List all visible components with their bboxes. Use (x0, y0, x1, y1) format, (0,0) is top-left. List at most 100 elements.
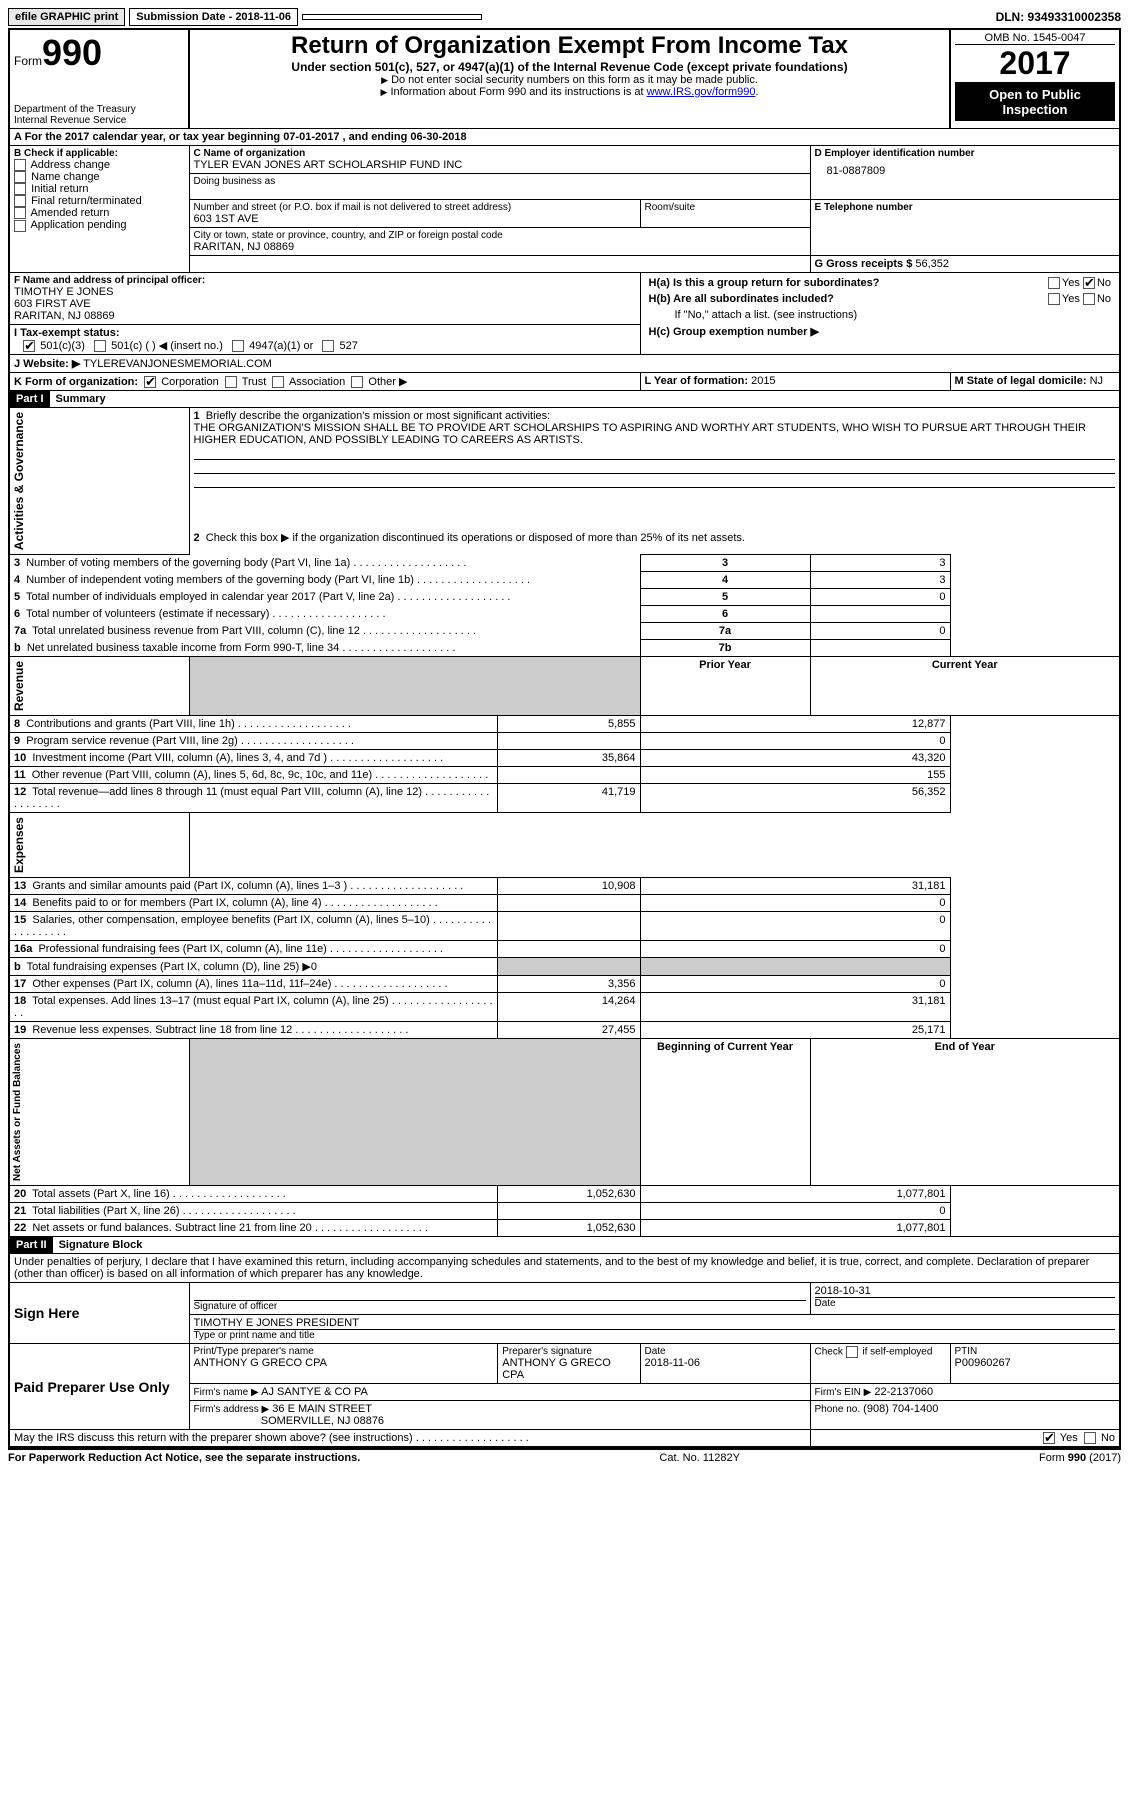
state-domicile: NJ (1090, 375, 1103, 387)
chk-discuss-yes[interactable] (1043, 1432, 1055, 1444)
efile-badge: efile GRAPHIC print (8, 8, 125, 26)
firm-ein-lbl: Firm's EIN ▶ (815, 1387, 872, 1398)
form-table: Form990 Department of the Treasury Inter… (8, 28, 1121, 1448)
officer-addr1: 603 FIRST AVE (14, 298, 636, 310)
dept-treasury: Department of the Treasury (14, 104, 184, 115)
section-l-lbl: L Year of formation: (645, 375, 749, 387)
city-lbl: City or town, state or province, country… (194, 230, 806, 241)
sign-here-label: Sign Here (9, 1283, 189, 1344)
form-label: Form (14, 54, 42, 68)
vert-net-assets: Net Assets or Fund Balances (10, 1039, 25, 1185)
chk-pending[interactable] (14, 220, 26, 232)
open-to-public: Open to Public Inspection (955, 83, 1115, 121)
firm-ein: 22-2137060 (874, 1386, 933, 1398)
line2-label: Check this box ▶ if the organization dis… (206, 532, 745, 544)
chk-4947[interactable] (232, 340, 244, 352)
section-f-lbl: F Name and address of principal officer: (14, 275, 636, 286)
footer-pra: For Paperwork Reduction Act Notice, see … (8, 1452, 360, 1464)
spacer-badge (302, 14, 482, 20)
chk-final-return[interactable] (14, 195, 26, 207)
vert-governance: Activities & Governance (10, 408, 28, 554)
chk-self-employed[interactable] (846, 1346, 858, 1358)
chk-hb-no[interactable] (1083, 293, 1095, 305)
footer-form: Form 990 (2017) (1039, 1452, 1121, 1464)
chk-501c3[interactable] (23, 340, 35, 352)
net-assets-row: 22 Net assets or fund balances. Subtract… (9, 1220, 1120, 1237)
chk-initial-return[interactable] (14, 183, 26, 195)
discuss-label: May the IRS discuss this return with the… (14, 1432, 413, 1444)
chk-address-change[interactable] (14, 159, 26, 171)
chk-527[interactable] (322, 340, 334, 352)
chk-ha-yes[interactable] (1048, 277, 1060, 289)
gov-row: 3 Number of voting members of the govern… (9, 555, 1120, 572)
footer-cat: Cat. No. 11282Y (659, 1452, 740, 1464)
col-prior: Prior Year (640, 657, 810, 716)
gov-row: 7a Total unrelated business revenue from… (9, 623, 1120, 640)
firm-city: SOMERVILLE, NJ 08876 (261, 1415, 384, 1427)
firm-addr-lbl: Firm's address ▶ (194, 1404, 270, 1415)
instr-1: Do not enter social security numbers on … (391, 74, 758, 86)
chk-trust[interactable] (225, 376, 237, 388)
phone-val: (908) 704-1400 (863, 1403, 938, 1415)
org-name: TYLER EVAN JONES ART SCHOLARSHIP FUND IN… (194, 159, 806, 171)
addr-lbl: Number and street (or P.O. box if mail i… (194, 202, 636, 213)
mission-text: THE ORGANIZATION'S MISSION SHALL BE TO P… (194, 422, 1086, 446)
dba-lbl: Doing business as (194, 176, 806, 187)
section-a: A For the 2017 calendar year, or tax yea… (9, 129, 1120, 146)
prep-name: ANTHONY G GRECO CPA (194, 1357, 494, 1369)
section-m-lbl: M State of legal domicile: (955, 375, 1087, 387)
chk-501c[interactable] (94, 340, 106, 352)
form-title: Return of Organization Exempt From Incom… (194, 32, 945, 60)
expense-row: 16a Professional fundraising fees (Part … (9, 941, 1120, 958)
prep-sig: ANTHONY G GRECO CPA (502, 1357, 635, 1381)
form-number: 990 (42, 32, 102, 73)
irs-label: Internal Revenue Service (14, 115, 184, 126)
chk-ha-no[interactable] (1083, 277, 1095, 289)
section-j-lbl: J Website: ▶ (14, 358, 80, 370)
officer-name: TIMOTHY E JONES (14, 286, 636, 298)
expense-row: 15 Salaries, other compensation, employe… (9, 912, 1120, 941)
net-assets-row: 21 Total liabilities (Part X, line 26) 0 (9, 1203, 1120, 1220)
sig-officer-lbl: Signature of officer (194, 1301, 806, 1312)
section-e-lbl: E Telephone number (815, 202, 1116, 213)
section-b-label: B Check if applicable: (14, 148, 185, 159)
gov-row: 6 Total number of volunteers (estimate i… (9, 606, 1120, 623)
expense-row: 17 Other expenses (Part IX, column (A), … (9, 976, 1120, 993)
part1-title: Summary (50, 391, 112, 407)
revenue-row: 11 Other revenue (Part VIII, column (A),… (9, 767, 1120, 784)
sig-date-lbl: Date (815, 1297, 1116, 1309)
gov-row: 4 Number of independent voting members o… (9, 572, 1120, 589)
h-b-label: H(b) Are all subordinates included? (649, 293, 834, 305)
vert-revenue: Revenue (10, 657, 28, 715)
chk-amended[interactable] (14, 207, 26, 219)
chk-assoc[interactable] (272, 376, 284, 388)
top-bar: efile GRAPHIC print Submission Date - 20… (8, 8, 1121, 26)
declaration-text: Under penalties of perjury, I declare th… (9, 1254, 1120, 1283)
gross-receipts: 56,352 (915, 258, 949, 270)
section-g-lbl: G Gross receipts $ (815, 258, 913, 270)
revenue-row: 8 Contributions and grants (Part VIII, l… (9, 716, 1120, 733)
col-begin: Beginning of Current Year (640, 1039, 810, 1186)
instr-2-pre: Information about Form 990 and its instr… (390, 86, 646, 98)
irs-link[interactable]: www.IRS.gov/form990 (647, 86, 756, 98)
col-end: End of Year (810, 1039, 1120, 1186)
chk-other[interactable] (351, 376, 363, 388)
section-k-lbl: K Form of organization: (14, 376, 138, 388)
chk-hb-yes[interactable] (1048, 293, 1060, 305)
ptin-lbl: PTIN (955, 1346, 1116, 1357)
officer-addr2: RARITAN, NJ 08869 (14, 310, 636, 322)
gov-row: 5 Total number of individuals employed i… (9, 589, 1120, 606)
firm-name: AJ SANTYE & CO PA (261, 1386, 368, 1398)
net-assets-row: 20 Total assets (Part X, line 16) 1,052,… (9, 1186, 1120, 1203)
chk-name-change[interactable] (14, 171, 26, 183)
expense-row: 13 Grants and similar amounts paid (Part… (9, 878, 1120, 895)
revenue-row: 9 Program service revenue (Part VIII, li… (9, 733, 1120, 750)
form-subtitle: Under section 501(c), 527, or 4947(a)(1)… (194, 60, 945, 74)
chk-corp[interactable] (144, 376, 156, 388)
part2-hdr: Part II (10, 1237, 53, 1253)
room-lbl: Room/suite (645, 202, 806, 213)
chk-discuss-no[interactable] (1084, 1432, 1096, 1444)
city-state-zip: RARITAN, NJ 08869 (194, 241, 806, 253)
ptin-val: P00960267 (955, 1357, 1116, 1369)
firm-addr: 36 E MAIN STREET (272, 1403, 372, 1415)
